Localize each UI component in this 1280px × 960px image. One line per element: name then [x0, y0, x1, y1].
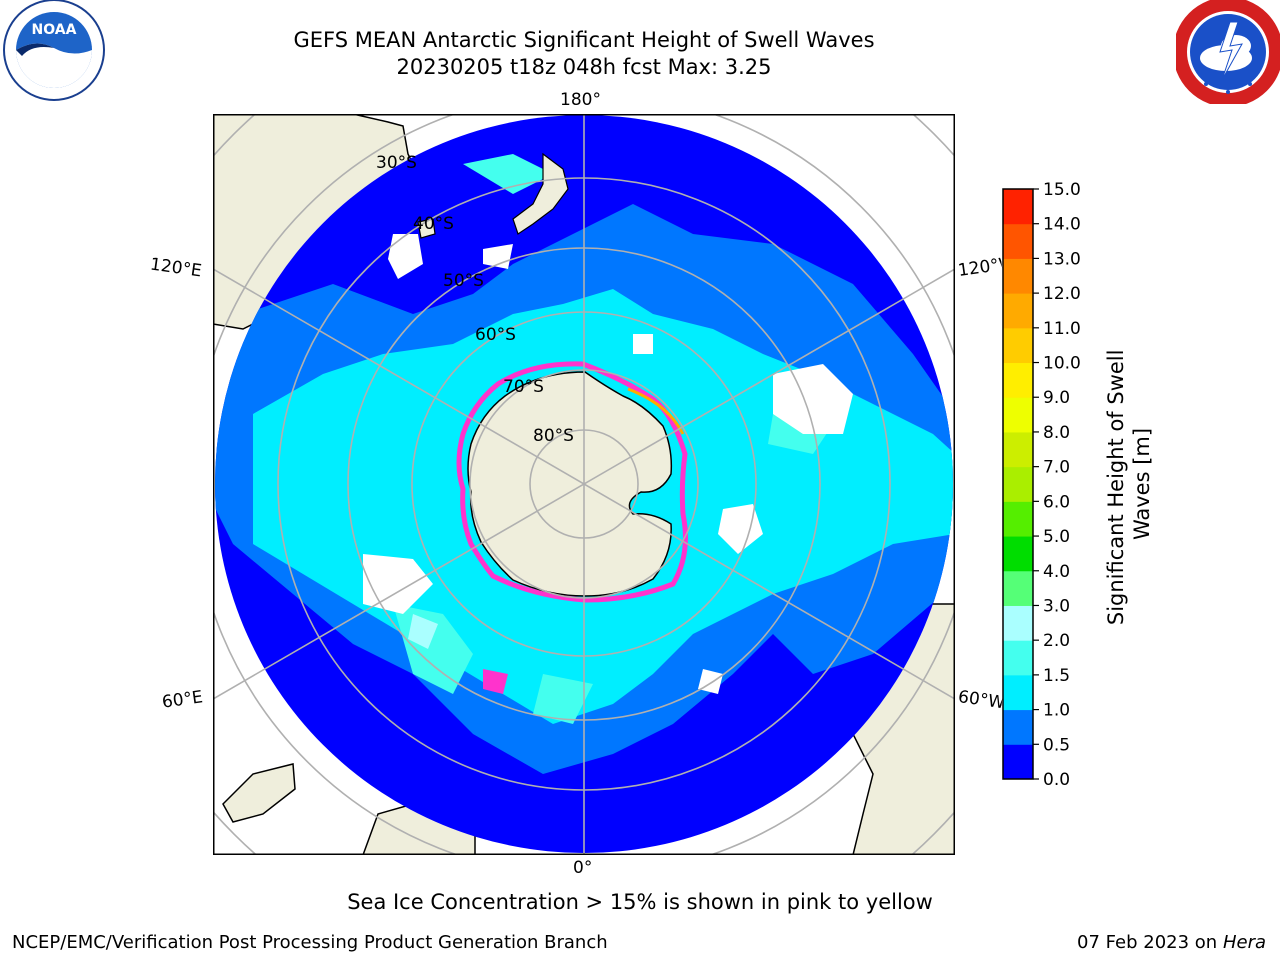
colorbar-bin	[1003, 223, 1033, 259]
polar-map: 30°S 40°S 50°S 60°S 70°S 80°S	[213, 114, 955, 855]
nws-logo-icon	[1176, 0, 1280, 104]
graticule	[213, 114, 955, 855]
chart-subtitle: 20230205 t18z 048h fcst Max: 3.25	[396, 55, 772, 79]
sea-ice-note: Sea Ice Concentration > 15% is shown in …	[347, 890, 933, 914]
colorbar-bin	[1003, 258, 1033, 294]
date-stamp: 07 Feb 2023 on Hera	[1077, 932, 1266, 953]
lat-label-70s: 70°S	[503, 377, 544, 397]
colorbar-bin	[1003, 709, 1033, 745]
colorbar-bin	[1003, 674, 1033, 711]
chart-title: GEFS MEAN Antarctic Significant Height o…	[293, 28, 875, 52]
lon-label-180: 180°	[560, 90, 601, 110]
lon-label-0: 0°	[573, 858, 593, 878]
colorbar-bin	[1003, 501, 1033, 537]
colorbar-bin	[1003, 327, 1033, 364]
colorbar-tick-label: 3.0	[1043, 596, 1070, 616]
colorbar-tick-label: 11.0	[1043, 319, 1081, 339]
colorbar-bin	[1003, 605, 1033, 641]
colorbar-tick-label: 6.0	[1043, 492, 1070, 512]
colorbar-bin	[1003, 431, 1033, 468]
colorbar-tick-label: 0.5	[1043, 735, 1070, 755]
colorbar-tick-label: 10.0	[1043, 354, 1081, 374]
lat-label-30s: 30°S	[376, 153, 417, 173]
lon-label-60e: 60°E	[160, 687, 205, 713]
colorbar-bin	[1003, 536, 1033, 572]
date-text: 07 Feb 2023 on	[1077, 932, 1218, 953]
colorbar-bin	[1003, 640, 1033, 676]
colorbar-bin	[1003, 293, 1033, 329]
colorbar-bin	[1003, 189, 1033, 225]
lat-label-50s: 50°S	[443, 271, 484, 291]
lat-label-80s: 80°S	[533, 426, 574, 446]
colorbar: 0.0 0.5 1.0 1.5 2.0 3.0 4.0 5.0 6.0 7.0 8.0 9.0 10.0…	[1002, 180, 1154, 790]
colorbar-tick-label: 8.0	[1043, 423, 1070, 443]
colorbar-tick-label: 15.0	[1043, 180, 1081, 200]
colorbar-tick-label: 4.0	[1043, 562, 1070, 582]
colorbar-label: Significant Height of Swell Waves [m]	[1104, 343, 1154, 625]
lat-label-60s: 60°S	[475, 325, 516, 345]
colorbar-bin	[1003, 362, 1033, 398]
colorbar-bin	[1003, 744, 1033, 780]
colorbar-tick-label: 1.5	[1043, 666, 1070, 686]
colorbar-bin	[1003, 397, 1033, 433]
colorbar-tick-label: 9.0	[1043, 388, 1070, 408]
colorbar-tick-label: 5.0	[1043, 527, 1070, 547]
noaa-logo-icon: NOAA	[3, 0, 105, 101]
colorbar-tick-label: 12.0	[1043, 284, 1081, 304]
colorbar-tick-label: 0.0	[1043, 770, 1070, 790]
colorbar-tick-label: 13.0	[1043, 249, 1081, 269]
colorbar-tick-label: 1.0	[1043, 701, 1070, 721]
credit-text: NCEP/EMC/Verification Post Processing Pr…	[12, 932, 608, 953]
colorbar-tick-label: 2.0	[1043, 631, 1070, 651]
lat-label-40s: 40°S	[413, 214, 454, 234]
noaa-logo-text: NOAA	[32, 22, 77, 38]
colorbar-bin	[1003, 570, 1033, 606]
colorbar-tick-label: 14.0	[1043, 215, 1081, 235]
colorbar-bin	[1003, 466, 1033, 502]
colorbar-tick-label: 7.0	[1043, 458, 1070, 478]
lon-label-120e: 120°E	[148, 254, 203, 282]
machine-name: Hera	[1222, 932, 1266, 953]
